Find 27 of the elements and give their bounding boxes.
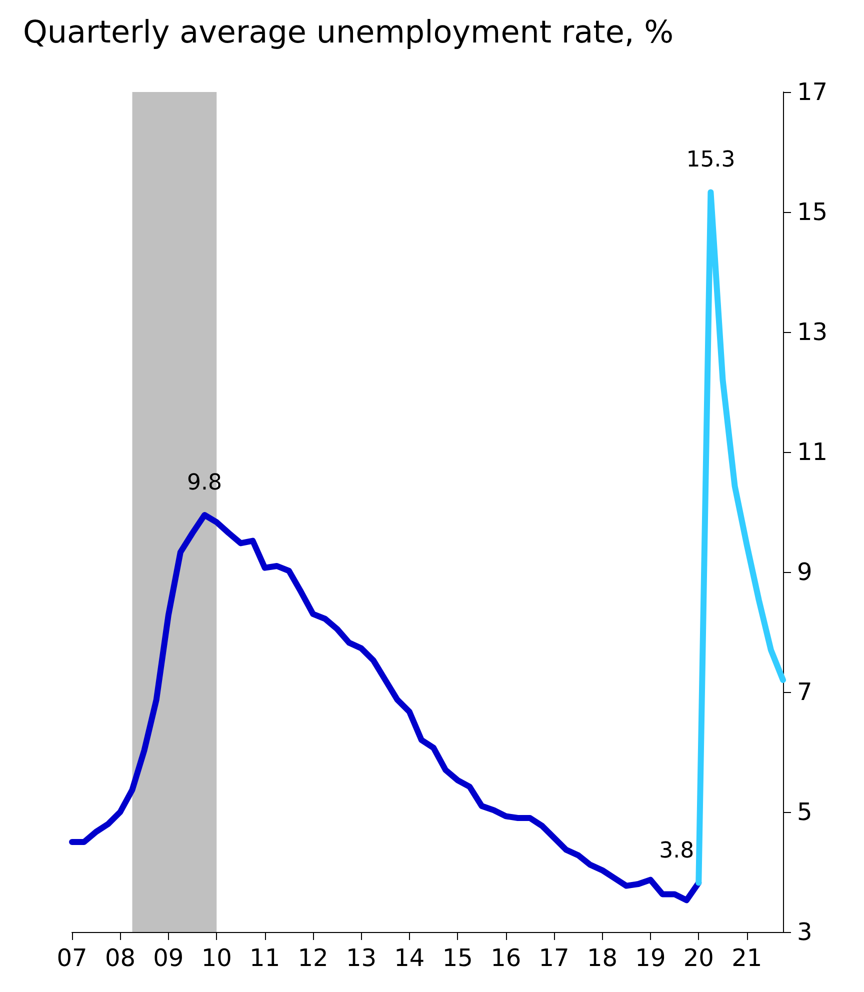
x-tick-label: 07 — [56, 944, 88, 972]
x-tick-label: 18 — [586, 944, 618, 972]
annotation: 15.3 — [686, 148, 736, 173]
x-tick-label: 14 — [394, 944, 425, 972]
x-tick-label: 21 — [732, 944, 762, 972]
x-tick-label: 16 — [490, 944, 522, 972]
x-tick-label: 15 — [442, 944, 473, 972]
y-tick-label: 9 — [797, 558, 812, 586]
y-tick-label: 17 — [797, 78, 828, 106]
x-tick-label: 13 — [346, 944, 376, 972]
x-tick-label: 17 — [538, 944, 570, 972]
y-tick-label: 15 — [797, 198, 828, 226]
x-tick-label: 08 — [104, 944, 136, 972]
x-tick-label: 12 — [298, 944, 328, 972]
x-tick-label: 19 — [635, 944, 666, 972]
y-tick-label: 13 — [797, 318, 828, 346]
y-tick-label: 3 — [797, 918, 812, 946]
x-tick-label: 20 — [683, 944, 714, 972]
annotation: 3.8 — [659, 838, 694, 864]
y-tick-label: 5 — [797, 798, 812, 826]
annotation: 9.8 — [187, 470, 222, 496]
y-tick-label: 11 — [797, 438, 828, 466]
chart-title: Quarterly average unemployment rate, % — [23, 14, 674, 50]
x-tick-label: 09 — [153, 944, 184, 972]
y-tick-label: 7 — [797, 678, 812, 706]
x-tick-label: 11 — [250, 944, 280, 972]
x-tick-label: 10 — [201, 944, 232, 972]
